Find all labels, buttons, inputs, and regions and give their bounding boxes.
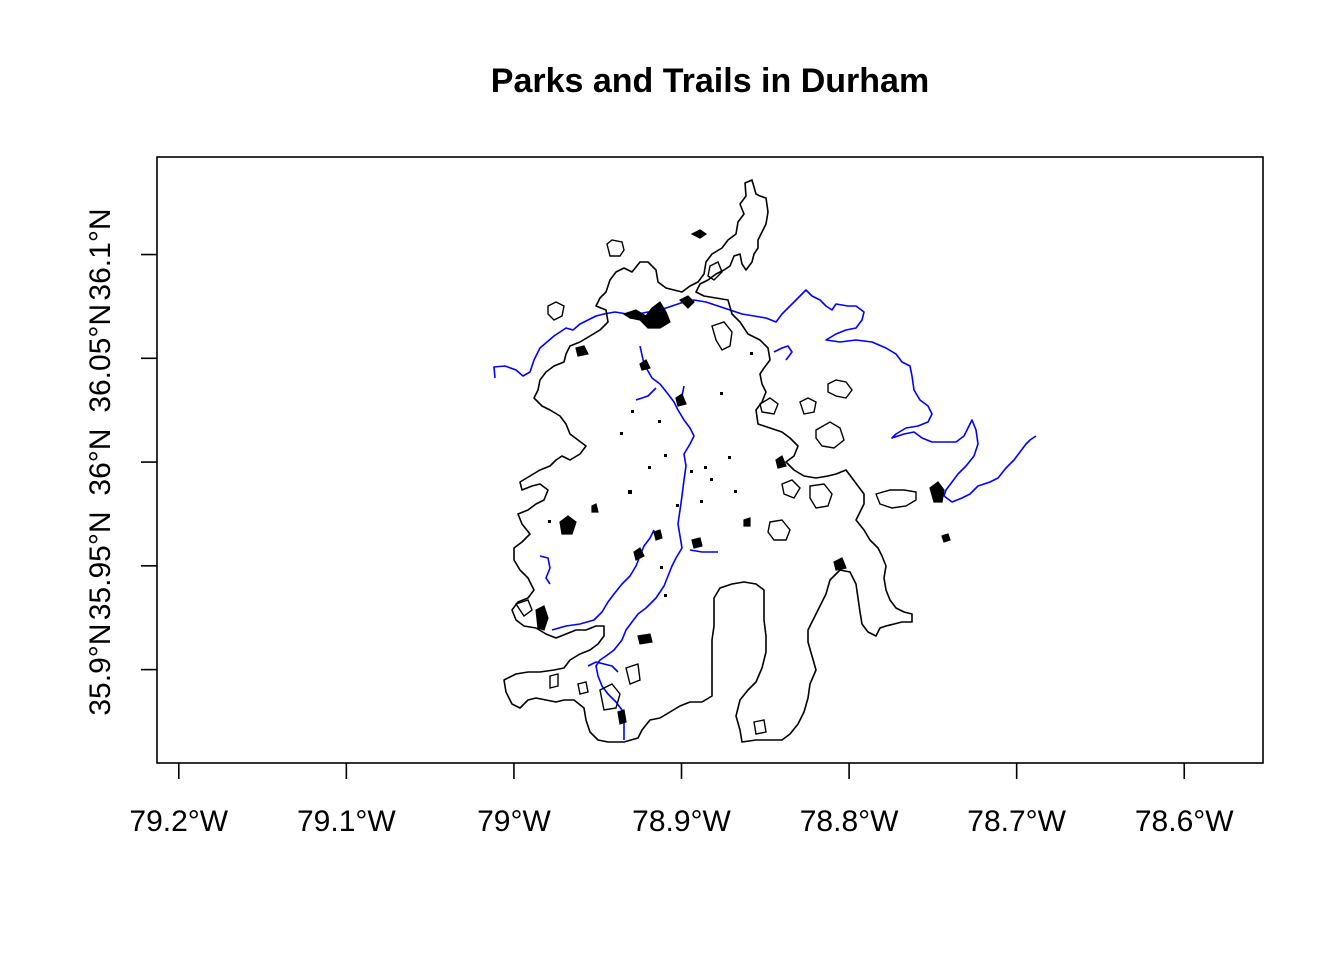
- eno-river-trail: [493, 289, 1037, 503]
- park-polygon: [929, 481, 945, 503]
- boundary-interior-a: [711, 321, 733, 351]
- boundary-interior-c: [767, 519, 791, 541]
- park-polygon: [617, 709, 627, 725]
- feature-dot: [628, 490, 632, 494]
- feature-dot: [728, 456, 731, 459]
- boundary-interior-e: [599, 683, 621, 711]
- boundary-layer: [503, 179, 917, 743]
- boundary-parcel-north-2: [707, 261, 723, 281]
- feature-dot: [720, 392, 723, 395]
- boundary-parcel-east: [875, 489, 917, 509]
- trails-layer: [493, 289, 1037, 740]
- park-polygon: [743, 517, 751, 527]
- park-polygon: [675, 393, 687, 407]
- x-tick-label: 78.7°W: [967, 805, 1066, 838]
- new-hope-creek-trail: [539, 529, 655, 631]
- park-polygon: [535, 605, 549, 631]
- north-durham-trail: [681, 345, 793, 397]
- park-polygon: [941, 533, 951, 543]
- boundary-interior-d: [809, 483, 833, 509]
- boundary-interior-j: [514, 599, 533, 618]
- x-tick-label: 79°W: [477, 805, 551, 838]
- boundary-parcel-northwest: [547, 301, 565, 321]
- ellerbe-creek-trail: [595, 345, 695, 740]
- x-tick-label: 78.9°W: [632, 805, 731, 838]
- park-polygon: [833, 557, 847, 571]
- boundary-parcel-northeast: [827, 379, 853, 399]
- boundary-interior-h: [549, 673, 559, 689]
- parks-layer: [535, 229, 951, 725]
- park-polygon: [690, 229, 708, 239]
- small-features-layer: [548, 352, 753, 597]
- park-polygon: [637, 633, 653, 645]
- park-polygon: [622, 301, 671, 329]
- map-title: Parks and Trails in Durham: [491, 62, 929, 100]
- feature-dot: [631, 410, 634, 413]
- x-tick-label: 78.8°W: [800, 805, 899, 838]
- boundary-interior-k: [759, 397, 779, 415]
- x-tick-label: 79.1°W: [297, 805, 396, 838]
- durham-city-boundary: [503, 179, 913, 743]
- feature-dot: [664, 594, 667, 597]
- boundary-interior-l: [781, 479, 801, 499]
- feature-dot: [620, 432, 623, 435]
- y-tick-label: 36.1°N: [84, 209, 117, 301]
- feature-dot: [664, 454, 667, 457]
- y-tick-label: 36°N: [84, 429, 117, 496]
- feature-dot: [658, 420, 661, 423]
- feature-dot: [700, 500, 703, 503]
- y-axis: 35.9°N 35.95°N 36°N 36.05°N36.1°N: [84, 209, 157, 716]
- american-tobacco-trail: [635, 387, 718, 553]
- feature-dot: [734, 490, 737, 493]
- park-polygon: [691, 537, 703, 549]
- boundary-interior-f: [625, 663, 641, 685]
- feature-dot: [704, 466, 707, 469]
- southern-trail: [587, 661, 619, 673]
- park-polygon: [653, 529, 663, 541]
- park-polygon: [559, 515, 577, 535]
- plot-frame: [156, 156, 1264, 764]
- park-polygon: [639, 359, 651, 371]
- boundary-parcel-north: [606, 239, 625, 257]
- feature-dot: [548, 520, 551, 523]
- feature-dot: [648, 466, 651, 469]
- y-tick-label: 35.9°N: [84, 624, 117, 716]
- feature-dot: [750, 352, 753, 355]
- boundary-parcel-ne-2: [799, 397, 817, 415]
- park-polygon: [678, 295, 695, 309]
- park-polygon: [575, 345, 589, 357]
- x-axis: 79.2°W 79.1°W 79°W 78.9°W 78.8°W 78.7°W 78.6°W: [129, 763, 1234, 838]
- park-polygon: [591, 503, 599, 513]
- x-tick-label: 78.6°W: [1135, 805, 1234, 838]
- x-tick-label: 79.2°W: [129, 805, 228, 838]
- boundary-interior-i: [753, 719, 767, 735]
- park-polygon: [775, 455, 787, 469]
- boundary-interior-b: [815, 421, 845, 449]
- feature-dot: [690, 470, 693, 473]
- feature-dot: [710, 478, 713, 481]
- boundary-interior-g: [577, 681, 589, 695]
- park-polygon: [633, 547, 645, 561]
- feature-dot: [676, 504, 679, 507]
- y-tick-label: 35.95°N: [84, 511, 117, 620]
- feature-dot: [660, 566, 663, 569]
- y-tick-label: 36.05°N: [84, 304, 117, 413]
